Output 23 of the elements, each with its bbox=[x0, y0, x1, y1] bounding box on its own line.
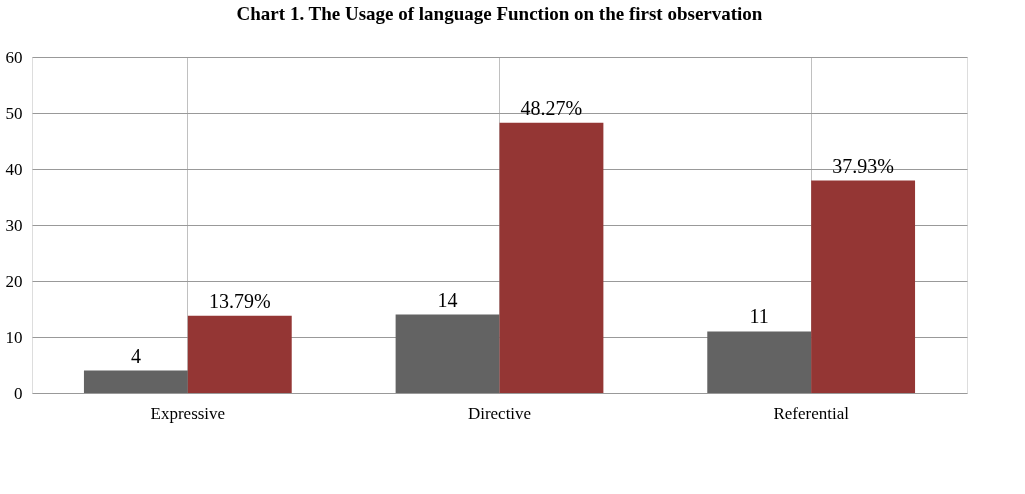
bar bbox=[811, 180, 916, 393]
data-label: 48.27% bbox=[520, 96, 583, 119]
y-tick-label: 60 bbox=[5, 47, 23, 67]
data-label: 13.79% bbox=[208, 289, 271, 312]
data-label: 11 bbox=[749, 305, 769, 328]
bar bbox=[499, 122, 604, 393]
x-tick-label: Expressive bbox=[150, 403, 226, 423]
data-label: 37.93% bbox=[832, 154, 894, 177]
bar bbox=[707, 331, 812, 393]
bar bbox=[83, 370, 188, 393]
y-tick-label: 50 bbox=[5, 103, 23, 123]
y-tick-label: 30 bbox=[5, 215, 23, 235]
bar bbox=[395, 314, 500, 393]
chart-title: Chart 1. The Usage of language Function on the first observation bbox=[236, 3, 763, 24]
y-tick-label: 40 bbox=[5, 159, 23, 179]
data-label: 4 bbox=[130, 344, 141, 367]
y-tick-label: 10 bbox=[5, 327, 23, 347]
x-tick-label: Directive bbox=[467, 403, 532, 423]
bar bbox=[187, 315, 292, 393]
y-tick-label: 0 bbox=[14, 383, 23, 403]
data-label: 14 bbox=[437, 288, 458, 311]
x-tick-label: Referential bbox=[773, 403, 850, 423]
y-tick-label: 20 bbox=[5, 271, 23, 291]
